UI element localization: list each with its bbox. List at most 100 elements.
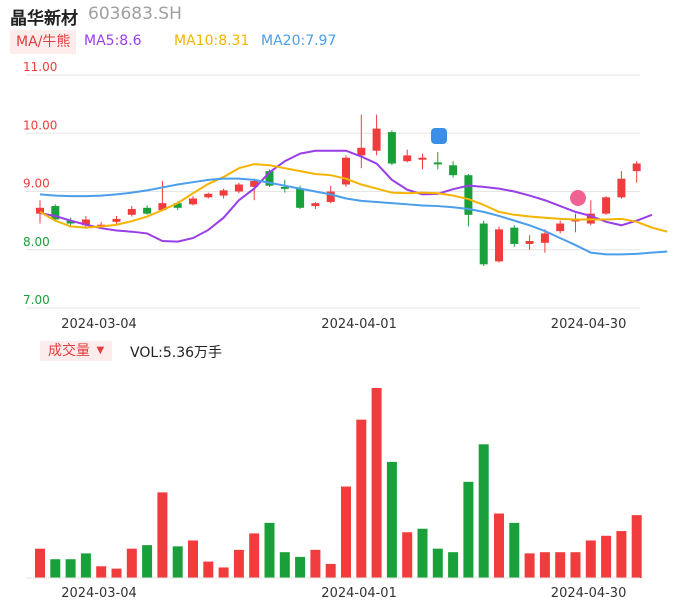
volume-bar xyxy=(111,568,122,578)
ma-line-ma20 xyxy=(39,177,668,256)
candle-body xyxy=(372,128,381,151)
volume-bar xyxy=(509,522,520,578)
y-tick-label: 10.00 xyxy=(23,118,57,132)
candle-body xyxy=(296,188,305,208)
ma-toggle-button[interactable]: MA/牛熊 xyxy=(10,30,77,54)
dropdown-arrow-icon: ▼ xyxy=(96,345,105,356)
volume-bar xyxy=(50,559,61,578)
volume-bar xyxy=(233,549,244,578)
ma10-legend: MA10:8.31 xyxy=(174,33,250,49)
volume-bar xyxy=(325,563,336,578)
volume-bar xyxy=(264,522,275,578)
volume-value: VOL:5.36万手 xyxy=(130,345,223,361)
x-tick-label: 2024-04-30 xyxy=(551,586,627,601)
volume-bar xyxy=(585,540,596,578)
volume-bar xyxy=(616,531,627,578)
candle-body xyxy=(342,157,350,185)
candle-body xyxy=(387,132,396,164)
candle-body xyxy=(234,184,243,192)
volume-bar xyxy=(417,528,428,578)
volume-bar xyxy=(203,561,214,578)
volume-bar xyxy=(601,535,612,578)
ma-line-ma5 xyxy=(39,149,653,243)
volume-bar xyxy=(249,533,260,578)
candle-body xyxy=(204,193,213,198)
stock-name: 晶华新材 xyxy=(10,9,78,29)
candle-body xyxy=(219,190,228,196)
ma-line-ma10 xyxy=(39,163,668,233)
candle-body xyxy=(51,206,60,220)
volume-bar xyxy=(279,552,290,578)
candle-body xyxy=(433,162,442,165)
candle-body xyxy=(250,181,259,187)
volume-bar xyxy=(157,492,168,578)
candle-body xyxy=(495,229,503,262)
x-tick-label: 2024-03-04 xyxy=(61,586,137,601)
volume-bar xyxy=(570,552,581,578)
volume-bar xyxy=(80,553,91,578)
volume-bar xyxy=(539,552,550,578)
y-tick-label: 8.00 xyxy=(23,235,50,249)
candle-body xyxy=(127,208,136,215)
candle-body xyxy=(556,223,565,232)
candle-body xyxy=(36,207,44,214)
ma5-legend: MA5:8.6 xyxy=(84,33,142,49)
volume-bar xyxy=(371,388,382,578)
candle-body xyxy=(464,175,473,215)
x-tick-label: 2024-04-01 xyxy=(321,317,397,332)
volume-bar xyxy=(172,546,183,578)
x-tick-label: 2024-03-04 xyxy=(61,317,137,332)
event-badge-icon xyxy=(570,190,586,206)
y-tick-label: 9.00 xyxy=(23,177,50,191)
volume-bar xyxy=(295,556,306,578)
volume-bar xyxy=(126,548,137,578)
volume-bar xyxy=(448,552,459,578)
volume-bar xyxy=(494,513,504,578)
volume-bar xyxy=(96,566,107,578)
candle-body xyxy=(173,203,182,208)
volume-bar xyxy=(356,419,367,578)
volume-bar xyxy=(478,444,489,578)
x-tick-label: 2024-04-01 xyxy=(321,586,397,601)
candle-body xyxy=(112,218,121,222)
candle-body xyxy=(418,157,427,160)
ma20-legend: MA20:7.97 xyxy=(261,33,337,49)
candle-body xyxy=(357,147,366,156)
volume-bar xyxy=(402,532,413,578)
candle-body xyxy=(602,197,611,214)
candle-body xyxy=(510,227,519,244)
candle-body xyxy=(617,178,626,198)
candle-body xyxy=(280,186,289,189)
candle-body xyxy=(81,219,90,226)
volume-bar xyxy=(386,461,397,578)
candle-body xyxy=(265,171,274,186)
candle-body xyxy=(479,223,488,265)
volume-bar xyxy=(65,559,76,578)
stock-code: 603683.SH xyxy=(88,4,182,24)
candle-body xyxy=(66,220,75,224)
y-tick-label: 7.00 xyxy=(23,293,50,307)
volume-bar xyxy=(463,481,474,578)
candle-body xyxy=(403,155,412,162)
volume-bar xyxy=(35,548,45,578)
y-tick-label: 11.00 xyxy=(23,60,57,74)
candle-body xyxy=(311,203,320,207)
candle-body xyxy=(158,203,167,211)
volume-bar xyxy=(310,549,321,578)
candle-body xyxy=(540,233,549,243)
candle-body xyxy=(525,241,534,244)
event-badge-icon xyxy=(431,128,447,144)
volume-bar xyxy=(188,540,198,578)
candle-body xyxy=(189,198,197,205)
candle-body xyxy=(632,163,641,172)
volume-bar xyxy=(341,486,351,578)
volume-bar xyxy=(432,548,443,578)
candle-body xyxy=(449,165,458,176)
volume-bar xyxy=(555,552,566,578)
volume-button-label: 成交量 xyxy=(48,343,90,359)
volume-bar xyxy=(218,567,229,578)
volume-indicator-button[interactable]: 成交量 ▼ xyxy=(40,341,113,361)
volume-bar xyxy=(631,515,642,578)
candle-body xyxy=(326,191,335,202)
